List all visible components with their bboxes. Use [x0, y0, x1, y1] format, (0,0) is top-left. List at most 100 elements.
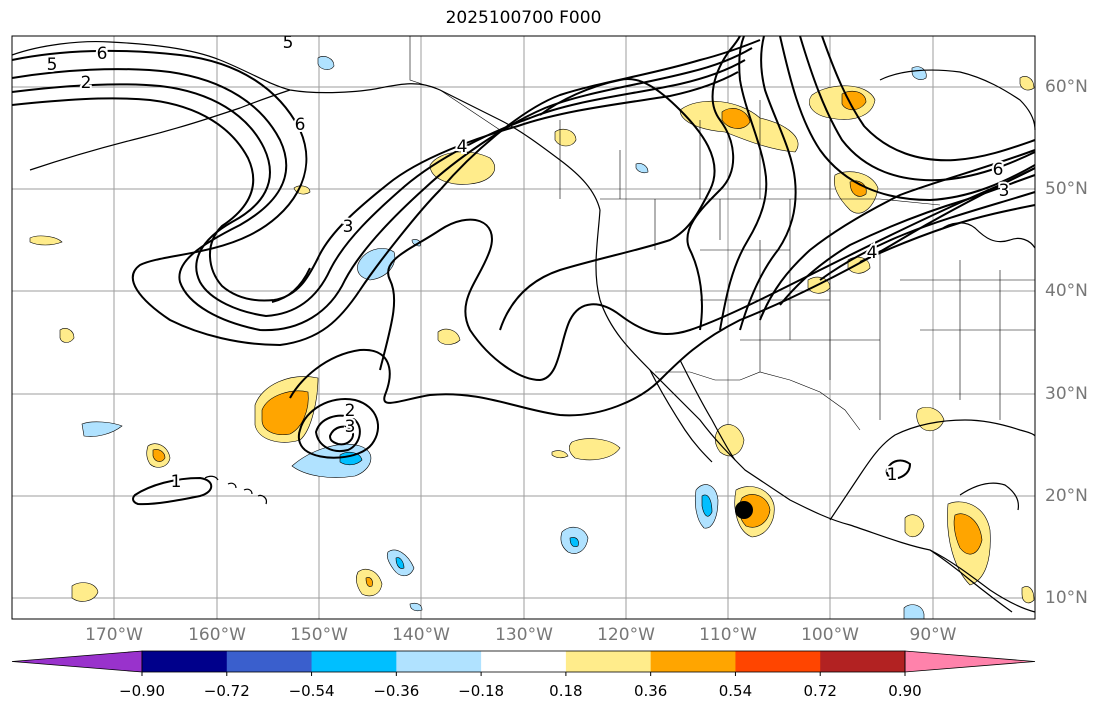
colorbar-tick-label: −0.18	[458, 682, 505, 700]
positive-anomaly-patch	[721, 108, 751, 129]
map-title: 2025100700 F000	[445, 8, 602, 28]
negative-anomaly-patch	[395, 557, 405, 569]
baja-california	[649, 369, 713, 463]
contour-label: 4	[867, 243, 878, 263]
colorbar-outline	[141, 650, 906, 673]
political-borders	[409, 36, 1035, 431]
contour-label: 6	[295, 115, 306, 135]
north-america-west-coast	[595, 209, 1036, 613]
lon-label: 160°W	[188, 625, 246, 645]
lat-label: 40°N	[1045, 281, 1088, 301]
positive-anomaly-patch	[714, 424, 745, 456]
colorbar-segment	[565, 651, 652, 672]
yucatan	[959, 482, 1020, 511]
contour-label: 4	[457, 137, 468, 157]
colorbar-tick-label: −0.36	[373, 682, 420, 700]
lat-label: 50°N	[1045, 179, 1088, 199]
positive-anomaly-patch	[953, 513, 983, 555]
positive-anomaly-patch	[569, 438, 621, 461]
colorbar-segment	[820, 651, 906, 672]
coastlines	[11, 40, 1036, 613]
colorbar	[11, 650, 1036, 676]
contour-label: 6	[993, 160, 1004, 180]
colorbar-segment	[311, 651, 397, 672]
central-america	[929, 549, 1013, 613]
positive-anomaly-patch	[437, 328, 461, 345]
colorbar-segment	[650, 651, 736, 672]
contour-label: 3	[999, 181, 1010, 201]
lon-label: 150°W	[290, 625, 348, 645]
positive-anomaly-patch	[71, 582, 99, 602]
contour-label: 1	[171, 472, 182, 492]
positive-anomaly-patch	[904, 514, 925, 538]
lat-label: 20°N	[1045, 486, 1088, 506]
colorbar-segment	[481, 651, 567, 672]
contour-label: 1	[887, 465, 898, 485]
positive-anomaly-patch	[554, 128, 577, 147]
negative-anomaly-patch	[569, 537, 579, 548]
lat-label: 10°N	[1045, 588, 1088, 608]
colorbar-segment	[735, 651, 821, 672]
lat-label: 30°N	[1045, 384, 1088, 404]
map-frame	[11, 35, 1036, 620]
lat-label: 60°N	[1045, 77, 1088, 97]
colorbar-extend-high	[904, 650, 1036, 673]
colorbar-extend-low	[11, 650, 143, 673]
lon-label: 90°W	[909, 625, 957, 645]
aleutian-chain	[29, 89, 291, 171]
colorbar-tick-label: 0.54	[718, 682, 753, 700]
alaska-coast	[11, 40, 601, 211]
colorbar-tick-label: 0.72	[803, 682, 837, 700]
positive-anomaly-patch	[1021, 586, 1035, 604]
lon-label: 140°W	[392, 625, 450, 645]
contour-lines	[11, 35, 1036, 506]
contour-label: 3	[343, 217, 354, 237]
gulf-coast	[829, 419, 1036, 521]
lon-label: 110°W	[699, 625, 757, 645]
colorbar-tick-label: 0.90	[888, 682, 922, 700]
colorbar-ticks	[141, 672, 906, 676]
contour-label: 3	[345, 417, 356, 437]
colorbar-tick-label: −0.90	[119, 682, 165, 700]
negative-anomaly-patch	[81, 421, 123, 437]
negative-anomaly-patch	[911, 66, 927, 80]
contour-label: 2	[81, 73, 92, 93]
contour-label: 2	[345, 401, 356, 421]
positive-anomaly-patch	[29, 235, 63, 246]
contour-label: 6	[97, 44, 108, 64]
colorbar-tick-label: −0.72	[203, 682, 250, 700]
positive-anomaly-patch	[841, 90, 867, 111]
colorbar-segment	[396, 651, 482, 672]
negative-anomaly-patch	[635, 163, 649, 174]
colorbar-segment	[142, 651, 228, 672]
colorbar-tick-label: 0.36	[633, 682, 668, 700]
positive-anomaly-patch	[1019, 76, 1035, 91]
positive-anomaly-patch	[261, 390, 309, 435]
positive-anomaly-patch	[551, 450, 569, 459]
alaska-canada-border	[409, 36, 501, 131]
lon-label: 100°W	[801, 625, 859, 645]
storm-center-marker	[735, 501, 753, 519]
colorbar-segments	[11, 650, 1036, 673]
lon-label: 120°W	[597, 625, 655, 645]
positive-anomaly-patch	[59, 328, 75, 343]
gulf-of-california	[679, 359, 736, 461]
negative-anomaly-patch	[701, 494, 713, 517]
colorbar-tick-label: −0.54	[288, 682, 335, 700]
contour-label: 5	[47, 55, 58, 75]
positive-anomaly-patch	[152, 449, 166, 462]
colorbar-segment	[226, 651, 313, 672]
negative-anomaly-patch	[903, 604, 925, 620]
hudson-bay	[879, 69, 1036, 131]
negative-anomaly-patch	[317, 56, 335, 70]
hawaii-islands	[204, 475, 267, 505]
positive-anomaly-patch	[916, 407, 945, 432]
lon-label: 130°W	[495, 625, 553, 645]
us-mexico-border	[655, 371, 861, 431]
great-lakes	[939, 222, 1036, 249]
positive-anomaly-patch	[365, 577, 373, 587]
negative-anomaly-patch	[409, 602, 423, 612]
contour-label: 5	[283, 33, 294, 53]
lon-label: 170°W	[85, 625, 143, 645]
